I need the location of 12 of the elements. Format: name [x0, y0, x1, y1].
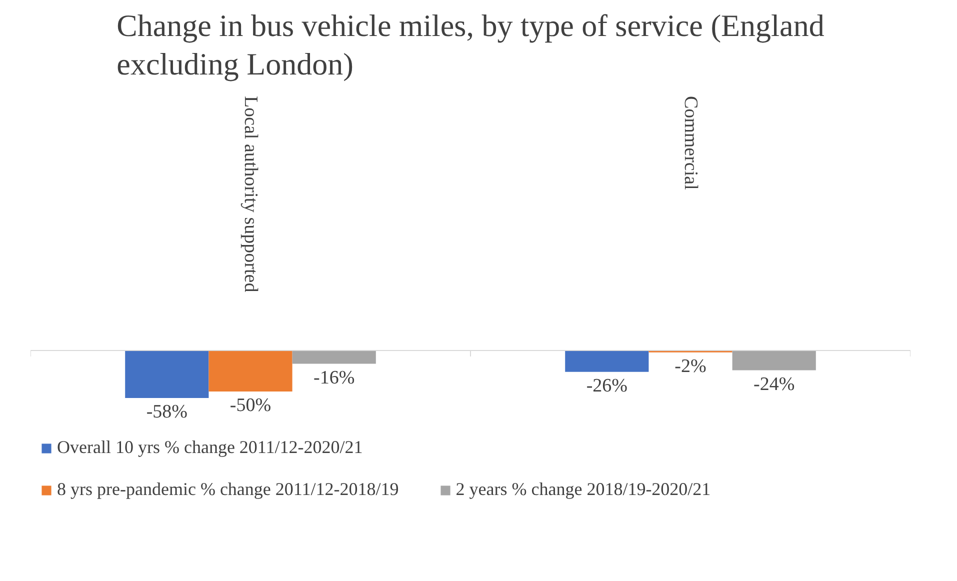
x-tick-label: Commercial [680, 96, 701, 190]
legend-label: 2 years % change 2018/19-2020/21 [456, 479, 711, 500]
data-label: -16% [314, 368, 355, 389]
data-label: -58% [146, 402, 188, 423]
data-label: -26% [586, 376, 628, 397]
data-label: -50% [230, 395, 272, 416]
legend-label: 8 yrs pre-pandemic % change 2011/12-2018/19 [57, 479, 399, 500]
data-label: -24% [754, 374, 795, 396]
legend-label: Overall 10 yrs % change 2011/12-2020/21 [57, 437, 363, 458]
x-tick-label: Local authority supported [240, 96, 261, 293]
data-label: -2% [674, 356, 706, 378]
chart-title: Change in bus vehicle miles, by type of service (England excluding London) [116, 8, 825, 82]
